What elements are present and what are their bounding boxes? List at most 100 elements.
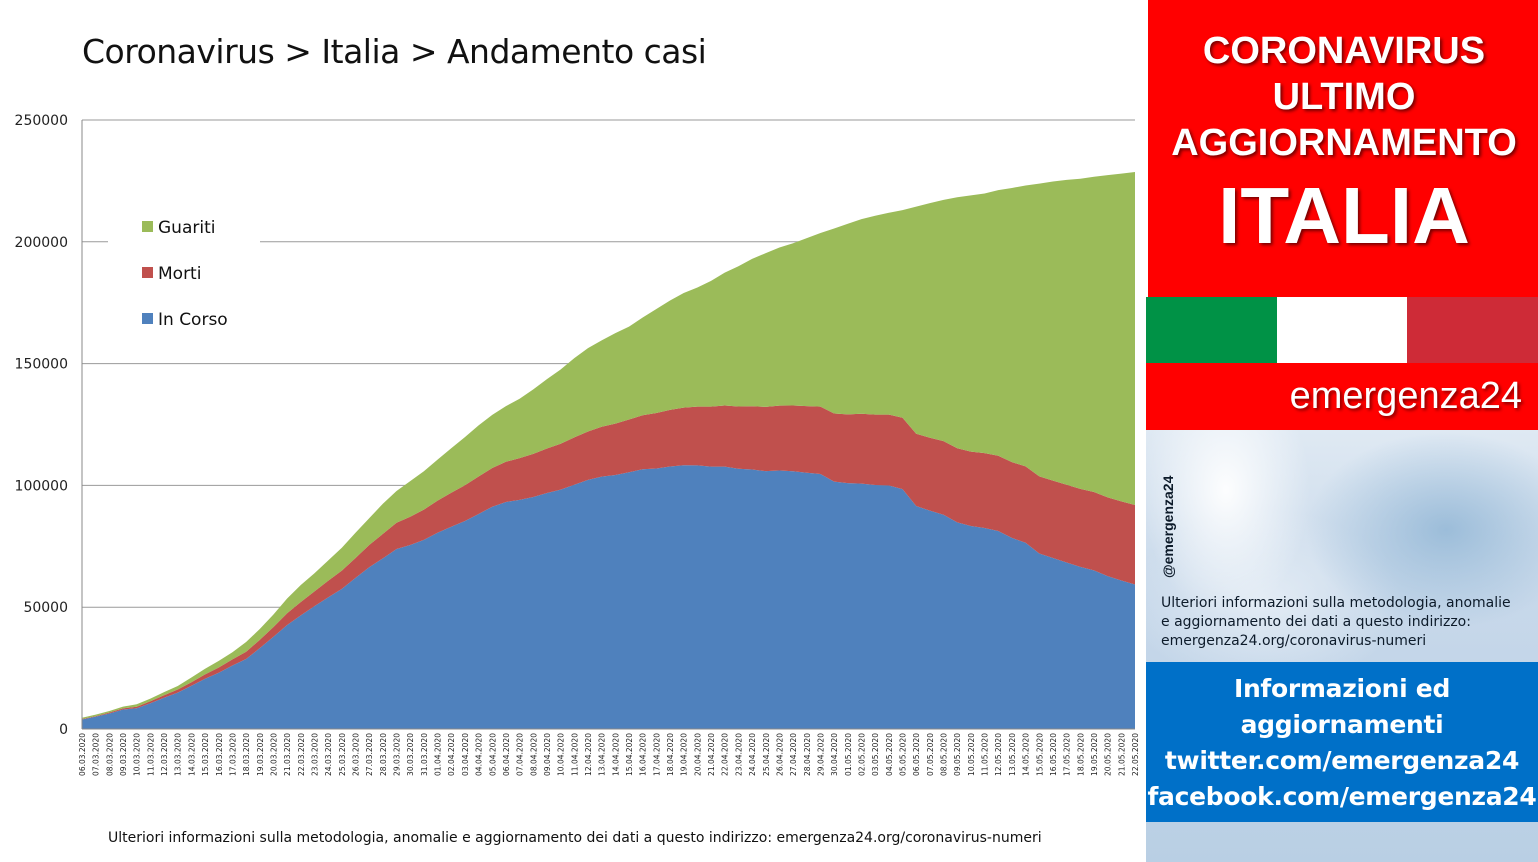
x-tick-label-32: 07.04.2020 [516,733,525,776]
twitter-link[interactable]: twitter.com/emergenza24 [1164,746,1520,775]
x-tick-label-20: 26.03.2020 [352,733,361,776]
x-tick-label-49: 24.04.2020 [748,733,757,776]
x-tick-label-75: 20.05.2020 [1104,733,1113,776]
x-tick-label-45: 20.04.2020 [693,733,702,776]
x-tick-label-25: 31.03.2020 [420,733,429,776]
x-tick-label-73: 18.05.2020 [1076,733,1085,776]
legend-item-guariti: Guariti [142,218,215,238]
banner-line-3: AGGIORNAMENTO [1171,122,1517,164]
x-tick-label-31: 06.04.2020 [502,733,511,776]
x-tick-label-11: 17.03.2020 [228,733,237,776]
legend-item-in-corso: In Corso [142,310,228,330]
area-series-morti [82,405,1135,720]
x-tick-label-72: 17.05.2020 [1063,733,1072,776]
x-tick-label-8: 14.03.2020 [187,733,196,776]
x-tick-label-0: 06.03.2020 [78,733,87,776]
legend-label-morti: Morti [158,264,202,284]
x-tick-label-47: 22.04.2020 [721,733,730,776]
x-tick-label-61: 06.05.2020 [912,733,921,776]
x-tick-label-21: 27.03.2020 [365,733,374,776]
y-tick-label-100000: 100000 [15,478,68,494]
area-series-guariti [82,171,1135,719]
legend-swatch-in-corso [142,313,153,324]
x-tick-label-70: 15.05.2020 [1035,733,1044,776]
x-tick-label-35: 10.04.2020 [557,733,566,776]
x-tick-label-44: 19.04.2020 [680,733,689,776]
facebook-link[interactable]: facebook.com/emergenza24 [1147,782,1537,811]
note-line-1: Ulteriori informazioni sulla metodologia… [1161,595,1511,611]
social-line-1: Informazioni ed [1233,674,1451,703]
x-tick-label-1: 07.03.2020 [92,733,101,776]
legend-backdrop [108,236,260,248]
x-tick-label-63: 08.05.2020 [940,733,949,776]
x-tick-label-37: 12.04.2020 [584,733,593,776]
x-tick-label-57: 02.05.2020 [857,733,866,776]
x-tick-label-76: 21.05.2020 [1117,733,1126,776]
x-tick-label-7: 13.03.2020 [174,733,183,776]
banner-line-2: ULTIMO [1272,76,1416,118]
brand-bar: emergenza24 [1146,363,1538,430]
area-series-in-corso [82,465,1135,729]
flag-stripe-white [1276,297,1408,363]
x-tick-label-6: 12.03.2020 [160,733,169,776]
social-handle: @emergenza24 [1160,475,1176,578]
legend-item-morti: Morti [142,264,201,284]
x-tick-label-41: 16.04.2020 [639,733,648,776]
flag-stripe-green [1146,297,1277,363]
x-tick-label-29: 04.04.2020 [475,733,484,776]
x-tick-label-68: 13.05.2020 [1008,733,1017,776]
x-tick-label-9: 15.03.2020 [201,733,210,776]
x-tick-label-50: 25.04.2020 [762,733,771,776]
y-tick-label-250000: 250000 [15,113,68,129]
x-tick-label-56: 01.05.2020 [844,733,853,776]
x-tick-label-67: 12.05.2020 [994,733,1003,776]
legend-swatch-guariti [142,221,153,232]
x-tick-label-40: 15.04.2020 [625,733,634,776]
update-banner: CORONAVIRUS ULTIMO AGGIORNAMENTO ITALIA [1146,0,1538,297]
x-tick-label-22: 28.03.2020 [379,733,388,776]
x-tick-label-58: 03.05.2020 [871,733,880,776]
y-tick-label-0: 0 [59,722,68,738]
x-tick-label-62: 07.05.2020 [926,733,935,776]
x-tick-label-65: 10.05.2020 [967,733,976,776]
legend-label-guariti: Guariti [158,218,216,238]
x-tick-label-74: 19.05.2020 [1090,733,1099,776]
x-tick-label-52: 27.04.2020 [789,733,798,776]
x-tick-label-2: 08.03.2020 [105,733,114,776]
x-tick-label-54: 29.04.2020 [816,733,825,776]
x-tick-label-71: 16.05.2020 [1049,733,1058,776]
x-tick-label-69: 14.05.2020 [1022,733,1031,776]
methodology-note: Ulteriori informazioni sulla metodologia… [1161,594,1531,651]
x-tick-label-13: 19.03.2020 [256,733,265,776]
banner-country: ITALIA [1218,171,1470,260]
x-tick-label-42: 17.04.2020 [652,733,661,776]
note-line-3: emergenza24.org/coronavirus-numeri [1161,633,1427,649]
x-tick-label-38: 13.04.2020 [598,733,607,776]
x-tick-label-43: 18.04.2020 [666,733,675,776]
y-tick-label-150000: 150000 [15,357,68,373]
chart-title: Coronavirus > Italia > Andamento casi [82,32,707,71]
sidebar: CORONAVIRUS ULTIMO AGGIORNAMENTO ITALIA … [1146,0,1538,862]
x-tick-label-27: 02.04.2020 [447,733,456,776]
social-links-box: Informazioni ed aggiornamenti twitter.co… [1146,662,1538,822]
italian-flag [1146,297,1538,363]
x-tick-label-10: 16.03.2020 [215,733,224,776]
x-tick-label-34: 09.04.2020 [543,733,552,776]
x-tick-label-60: 05.05.2020 [899,733,908,776]
x-tick-label-36: 11.04.2020 [570,733,579,776]
y-tick-label-50000: 50000 [23,600,68,616]
x-tick-label-15: 21.03.2020 [283,733,292,776]
legend-label-in-corso: In Corso [158,310,228,330]
stacked-area-chart: 0 50000 100000 150000 200000 250000 06.03.2020… [15,113,1140,776]
x-tick-label-23: 29.03.2020 [393,733,402,776]
x-tick-label-12: 18.03.2020 [242,733,251,776]
note-line-2: e aggiornamento dei dati a questo indiri… [1161,614,1471,630]
x-tick-label-3: 09.03.2020 [119,733,128,776]
x-tick-label-77: 22.05.2020 [1131,733,1140,776]
x-tick-label-53: 28.04.2020 [803,733,812,776]
y-tick-label-200000: 200000 [15,235,68,251]
brand-name: emergenza24 [1289,375,1522,417]
x-tick-label-39: 14.04.2020 [611,733,620,776]
flag-stripe-red [1407,297,1538,363]
